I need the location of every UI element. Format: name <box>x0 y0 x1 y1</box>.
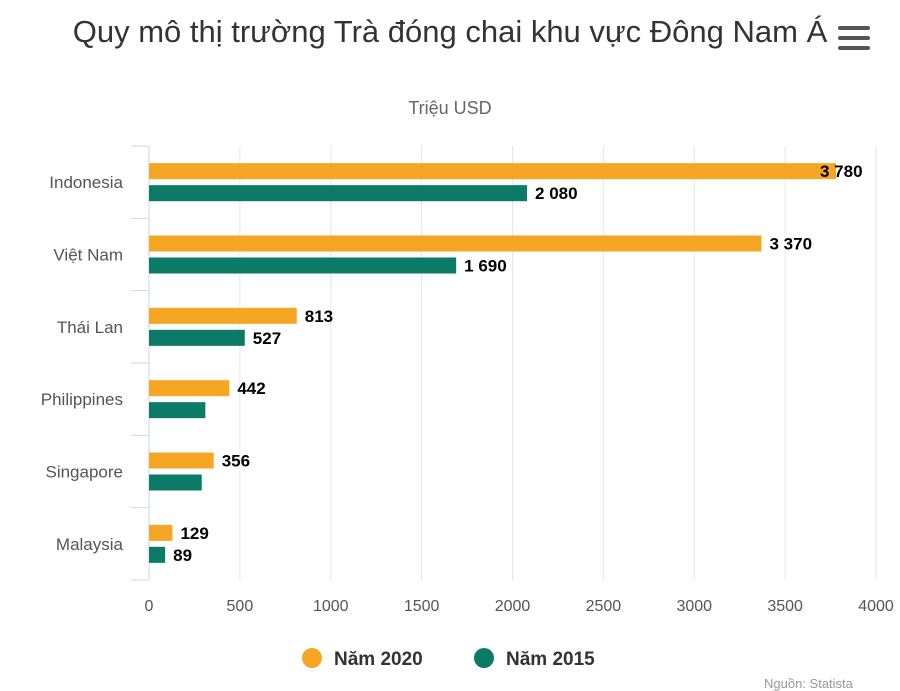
bar <box>149 452 214 469</box>
x-tick-label: 0 <box>145 598 154 615</box>
data-label: 3 780 <box>820 162 863 181</box>
y-category-label: Thái Lan <box>57 318 123 337</box>
x-tick-label: 500 <box>227 598 254 615</box>
y-category-label: Philippines <box>41 390 123 409</box>
data-label: 129 <box>180 524 208 543</box>
data-label: 3 370 <box>769 235 812 254</box>
legend-marker <box>474 648 494 668</box>
y-category-label: Malaysia <box>56 535 124 554</box>
bar <box>149 380 230 397</box>
x-tick-label: 4000 <box>858 598 894 615</box>
data-label: 527 <box>253 329 281 348</box>
x-tick-label: 2000 <box>495 598 531 615</box>
bar <box>149 524 173 541</box>
x-tick-label: 1500 <box>404 598 440 615</box>
bar <box>149 257 457 274</box>
data-label: 442 <box>237 379 265 398</box>
bar <box>149 402 206 419</box>
legend-item: Năm 2015 <box>474 648 595 670</box>
bar <box>149 185 528 202</box>
data-label: 2 080 <box>535 184 578 203</box>
bar <box>149 163 837 180</box>
legend-label: Năm 2020 <box>334 649 423 670</box>
y-category-label: Việt Nam <box>53 246 123 265</box>
bar <box>149 474 202 491</box>
data-label: 356 <box>222 452 250 471</box>
x-tick-label: 3000 <box>676 598 712 615</box>
bar <box>149 329 245 346</box>
data-label: 89 <box>173 546 192 565</box>
bar <box>149 235 762 252</box>
legend-item: Năm 2020 <box>302 648 423 670</box>
bar <box>149 546 166 563</box>
chart-title: Quy mô thị trường Trà đóng chai khu vực … <box>72 14 828 49</box>
legend-label: Năm 2015 <box>506 649 595 670</box>
legend-marker <box>302 648 322 668</box>
chart-subtitle: Triệu USD <box>408 98 492 118</box>
y-category-label: Indonesia <box>49 173 123 192</box>
source-credit: Nguồn: Statista <box>764 676 853 691</box>
x-tick-label: 1000 <box>313 598 349 615</box>
data-label: 1 690 <box>464 257 507 276</box>
hamburger-menu-icon[interactable] <box>838 26 870 54</box>
x-tick-label: 2500 <box>586 598 622 615</box>
bar <box>149 307 297 324</box>
x-tick-label: 3500 <box>767 598 803 615</box>
data-label: 813 <box>305 307 333 326</box>
y-category-label: Singapore <box>45 463 123 482</box>
